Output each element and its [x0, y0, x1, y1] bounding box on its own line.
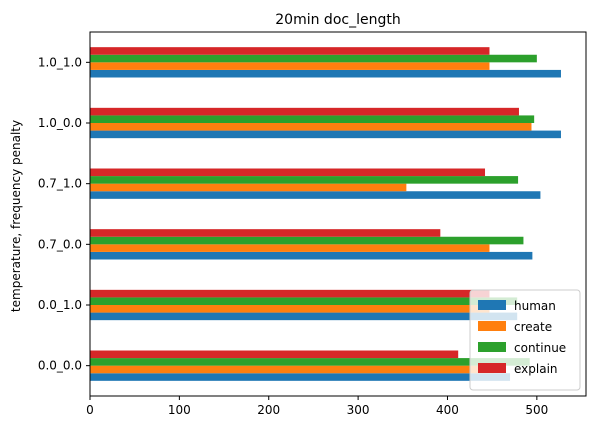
bar-human-0-0-0-0: [90, 373, 511, 381]
legend-swatch-continue: [478, 342, 506, 352]
bar-explain-0-7-1-0: [90, 168, 486, 177]
bar-explain-0-0-1-0: [90, 289, 490, 298]
bar-create-1-0-1-0: [90, 62, 490, 70]
legend-swatch-create: [478, 321, 506, 331]
bar-explain-0-7-0-0: [90, 229, 441, 237]
legend-label-human: human: [514, 299, 556, 313]
legend-swatch-explain: [478, 363, 506, 373]
bar-human-0-7-0-0: [90, 251, 533, 260]
legend-swatch-human: [478, 300, 506, 310]
x-tick-label: 500: [525, 403, 548, 417]
legend-label-continue: continue: [514, 341, 566, 355]
legend-label-explain: explain: [514, 362, 558, 376]
bar-create-0-0-0-0: [90, 365, 494, 374]
x-tick-label: 200: [257, 403, 280, 417]
y-ticks: 0.0_0.0 0.0_1.0 0.7_0.0 0.7_1.0 1.0_0.0 1.0_1…: [38, 55, 90, 373]
chart-title: 20min doc_length: [275, 12, 400, 28]
y-axis-label: temperature, frequency penalty: [9, 120, 23, 312]
bar-human-1-0-0-0: [90, 130, 561, 139]
bar-human-0-7-1-0: [90, 191, 541, 199]
bar-explain-1-0-0-0: [90, 107, 519, 116]
bar-create-0-0-1-0: [90, 305, 490, 313]
bar-explain-1-0-1-0: [90, 47, 490, 55]
bar-create-0-7-1-0: [90, 183, 407, 192]
bars-group: [90, 47, 561, 381]
plot-frame: [89, 31, 587, 397]
x-tick-label: 400: [436, 403, 459, 417]
x-ticks: 0 100 200 300 400 500: [86, 396, 548, 417]
x-tick-label: 300: [347, 403, 370, 417]
bar-continue-1-0-1-0: [90, 54, 537, 63]
y-tick-label: 0.0_0.0: [38, 359, 82, 373]
bar-continue-0-7-1-0: [90, 176, 519, 184]
legend: human create continue explain: [469, 289, 581, 391]
y-tick-label: 0.0_1.0: [38, 298, 82, 312]
bar-human-0-0-1-0: [90, 312, 518, 321]
bar-continue-0-0-0-0: [90, 358, 530, 366]
bar-continue-1-0-0-0: [90, 115, 535, 123]
x-tick-label: 100: [168, 403, 191, 417]
bar-explain-0-0-0-0: [90, 350, 459, 359]
y-tick-label: 1.0_0.0: [38, 116, 82, 130]
bar-create-1-0-0-0: [90, 123, 532, 131]
y-tick-label: 0.7_1.0: [38, 177, 82, 191]
bar-create-0-7-0-0: [90, 244, 490, 252]
legend-label-create: create: [514, 320, 552, 334]
bar-human-1-0-1-0: [90, 69, 561, 78]
x-tick-label: 0: [86, 403, 94, 417]
bar-continue-0-7-0-0: [90, 236, 524, 245]
y-tick-label: 1.0_1.0: [38, 55, 82, 69]
y-tick-label: 0.7_0.0: [38, 237, 82, 251]
bar-continue-0-0-1-0: [90, 297, 518, 305]
